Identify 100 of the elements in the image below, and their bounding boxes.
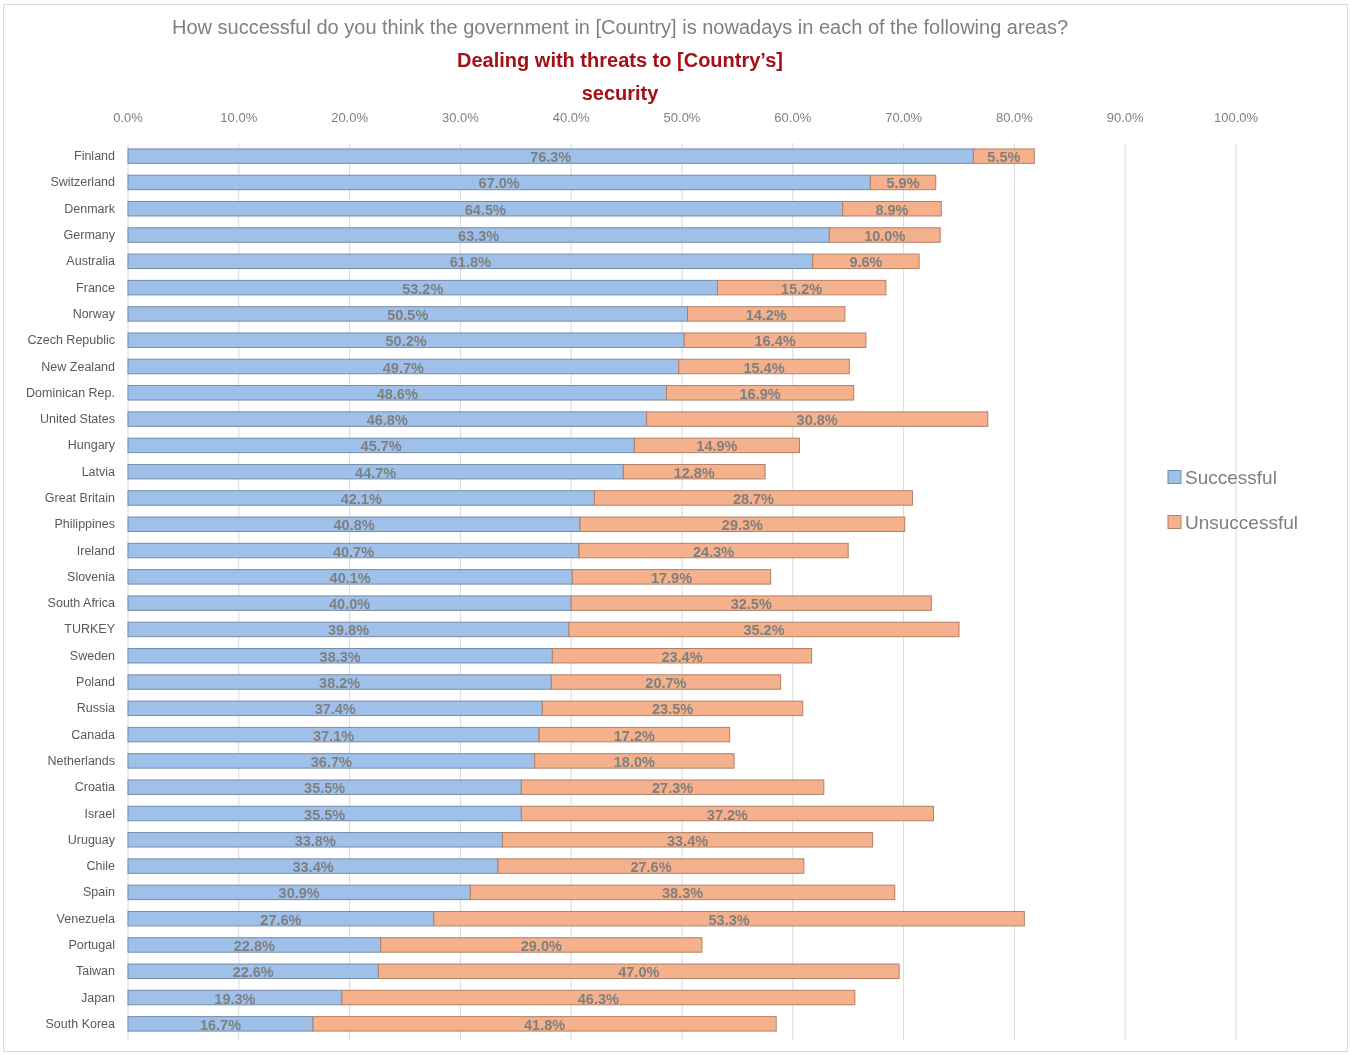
bar xyxy=(380,937,703,953)
data-label: 35.2% xyxy=(743,622,785,639)
data-label: 46.3% xyxy=(577,990,619,1007)
bar xyxy=(469,884,896,901)
data-label: 16.9% xyxy=(739,385,781,402)
bar xyxy=(570,595,932,611)
y-tick-label: Norway xyxy=(72,306,116,321)
x-tick-label: 90.0% xyxy=(1106,109,1145,125)
data-label: 12.8% xyxy=(673,464,715,481)
data-label: 40.7% xyxy=(332,543,375,560)
data-label: 42.1% xyxy=(340,490,382,507)
bar xyxy=(502,832,874,848)
bar xyxy=(127,490,595,506)
data-label: 46.8% xyxy=(366,412,408,429)
bar xyxy=(127,437,635,454)
y-tick-label: Netherlands xyxy=(47,753,115,768)
x-tick-label: 0.0% xyxy=(113,109,144,125)
y-tick-label: Germany xyxy=(63,228,116,243)
bar xyxy=(646,411,989,427)
chart-title: How successful do you think the government in [Country] is nowadays in each of the following areas? xyxy=(171,16,1069,38)
data-label: 49.7% xyxy=(382,359,424,376)
y-tick-label: Sweden xyxy=(69,648,116,663)
data-label: 53.2% xyxy=(402,280,444,297)
data-label: 22.8% xyxy=(233,937,275,954)
data-label: 23.4% xyxy=(661,648,703,665)
data-label: 37.2% xyxy=(706,806,749,823)
bar xyxy=(127,700,543,717)
bar xyxy=(622,463,766,480)
x-tick-label: 100.0% xyxy=(1213,109,1259,125)
data-label: 16.7% xyxy=(199,1016,242,1033)
y-tick-label: TURKEY xyxy=(64,622,116,637)
bar xyxy=(551,648,813,664)
y-tick-label: Slovenia xyxy=(67,569,116,584)
data-label: 15.4% xyxy=(743,359,785,376)
data-label: 16.4% xyxy=(754,333,796,350)
y-tick-label: Russia xyxy=(76,701,116,716)
x-tick-label: 60.0% xyxy=(774,109,812,125)
x-tick-label: 30.0% xyxy=(441,109,480,125)
bar xyxy=(127,516,581,532)
y-tick-label: Switzerland xyxy=(50,175,116,190)
data-label: 33.4% xyxy=(292,859,334,876)
bar xyxy=(127,148,974,164)
y-tick-label: Israel xyxy=(84,806,115,821)
bar xyxy=(812,253,920,270)
data-label: 37.4% xyxy=(314,701,356,718)
y-tick-label: South Korea xyxy=(45,1016,116,1031)
x-tick-label: 40.0% xyxy=(552,109,591,125)
y-tick-label: Hungary xyxy=(67,438,116,453)
x-tick-label: 10.0% xyxy=(220,109,258,125)
y-tick-label: Chile xyxy=(86,859,116,874)
data-label: 38.2% xyxy=(319,675,361,692)
data-label: 9.6% xyxy=(849,254,883,271)
x-tick-label: 20.0% xyxy=(331,109,369,125)
x-tick-label: 80.0% xyxy=(995,109,1034,125)
y-tick-label: South Africa xyxy=(47,596,116,611)
data-label: 45.7% xyxy=(360,438,402,455)
bar xyxy=(127,805,522,822)
bar xyxy=(541,700,804,717)
data-label: 50.5% xyxy=(387,306,429,323)
data-label: 35.5% xyxy=(304,806,346,823)
data-label: 38.3% xyxy=(661,885,704,902)
data-label: 28.7% xyxy=(732,490,775,507)
y-tick-label: Poland xyxy=(76,675,116,690)
data-label: 10.0% xyxy=(864,228,906,245)
bar xyxy=(127,832,503,848)
data-label: 27.6% xyxy=(260,911,302,928)
bar xyxy=(568,621,960,638)
data-label: 18.0% xyxy=(613,753,656,770)
bar xyxy=(683,332,867,348)
bar xyxy=(127,674,552,690)
data-label: 27.3% xyxy=(652,780,694,797)
bar xyxy=(665,385,855,401)
x-tick-label: 70.0% xyxy=(885,109,923,125)
data-label: 64.5% xyxy=(464,201,506,218)
data-label: 14.9% xyxy=(696,438,738,455)
data-label: 29.3% xyxy=(721,517,764,534)
data-label: 37.1% xyxy=(312,727,355,744)
data-label: 33.8% xyxy=(294,832,336,849)
y-tick-label: Ireland xyxy=(76,543,116,558)
y-tick-label: France xyxy=(76,280,116,295)
data-label: 24.3% xyxy=(693,543,735,560)
y-tick-label: United States xyxy=(39,412,115,427)
bar xyxy=(127,253,814,270)
bar xyxy=(377,963,900,979)
legend-label: Unsuccessful xyxy=(1185,511,1298,533)
bar xyxy=(127,332,685,348)
y-tick-label: Latvia xyxy=(81,464,116,479)
bar xyxy=(127,463,624,480)
data-label: 67.0% xyxy=(478,175,520,192)
x-tick-label: 50.0% xyxy=(663,109,701,125)
bar xyxy=(312,1016,777,1032)
data-label: 39.8% xyxy=(327,622,370,639)
bar xyxy=(127,569,573,585)
legend-label: Successful xyxy=(1185,466,1277,488)
data-label: 27.6% xyxy=(630,859,672,876)
data-label: 15.2% xyxy=(781,280,823,297)
data-label: 22.6% xyxy=(232,964,274,981)
bar xyxy=(127,753,536,769)
bar xyxy=(520,779,825,795)
data-label: 40.0% xyxy=(329,596,371,613)
